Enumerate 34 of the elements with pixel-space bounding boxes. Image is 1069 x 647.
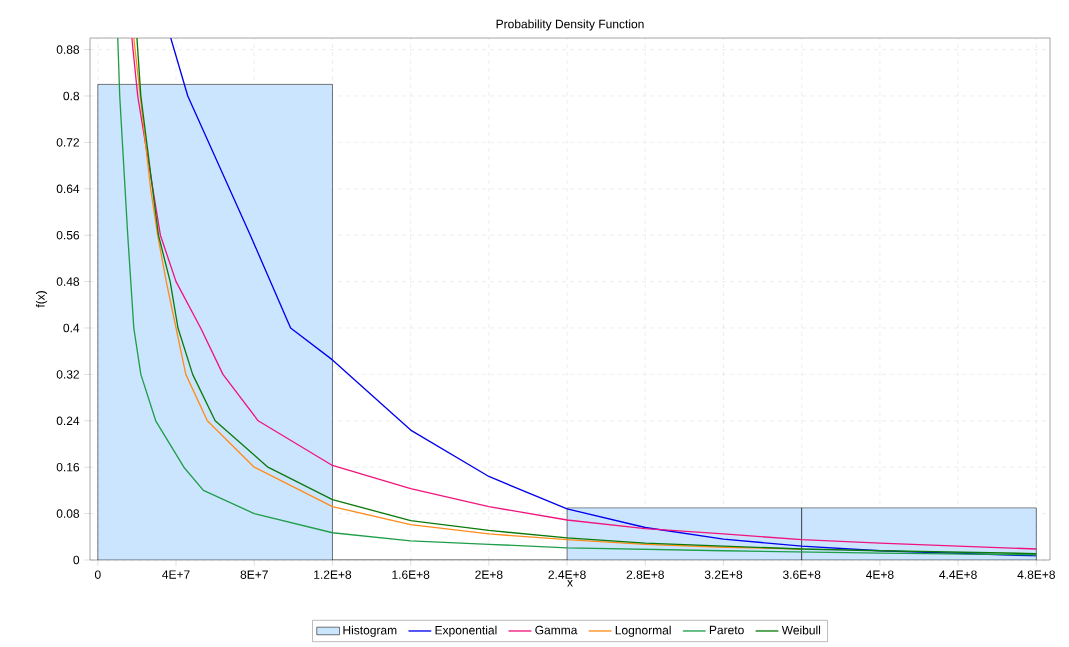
y-tick-label: 0.24 (56, 416, 80, 426)
chart-title: Probability Density Function (496, 19, 644, 31)
legend-label: Lognormal (615, 625, 671, 637)
x-tick-label: 4.8E+8 (1017, 570, 1055, 579)
y-tick-label: 0.56 (56, 230, 80, 240)
legend-label: Histogram (343, 625, 397, 637)
x-tick-label: 3.6E+8 (782, 570, 821, 579)
y-tick-label: 0.32 (56, 370, 79, 379)
x-tick-label: 4E+7 (162, 570, 190, 579)
x-tick-label: 4.4E+8 (939, 570, 977, 579)
legend-label: Pareto (709, 625, 744, 635)
x-tick-label: 2.8E+8 (626, 570, 664, 579)
x-tick-label: 2.4E+8 (548, 570, 586, 579)
y-tick-label: 0.64 (56, 184, 80, 194)
x-tick-label: 1.6E+8 (392, 570, 430, 579)
y-tick-label: 0.08 (56, 509, 80, 518)
y-axis-title: f(x) (35, 291, 48, 308)
y-tick-label: 0.72 (56, 138, 79, 147)
y-tick-label: 0.88 (56, 45, 80, 54)
x-tick-label: 1.2E+8 (314, 570, 352, 579)
y-tick-label: 0.16 (56, 462, 80, 472)
y-tick-label: 0.48 (56, 277, 80, 286)
legend-label: Weibull (781, 625, 821, 635)
x-tick-label: 3.2E+8 (704, 570, 743, 579)
x-tick-label: 4E+8 (866, 570, 894, 579)
x-tick-label: 2E+8 (475, 570, 503, 579)
y-tick-label: 0 (73, 555, 80, 565)
x-tick-label: 8E+7 (240, 570, 268, 579)
x-tick-label: 0 (94, 570, 101, 579)
y-tick-label: 0.4 (63, 323, 80, 333)
x-axis-title: x (567, 580, 573, 587)
y-tick-label: 0.8 (63, 91, 80, 101)
legend-label: Exponential (435, 625, 497, 637)
legend-label: Gamma (535, 625, 578, 635)
